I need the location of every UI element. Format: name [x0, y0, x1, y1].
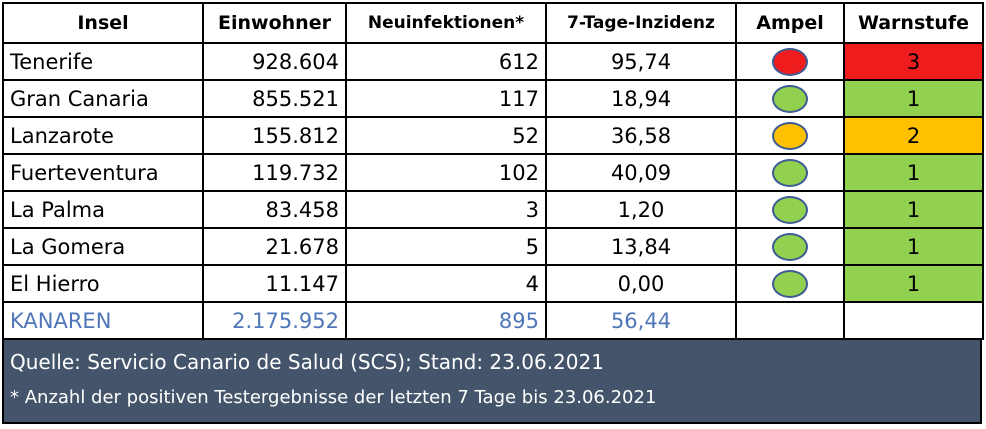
- cell-insel: El Hierro: [2, 264, 204, 303]
- cell-inzidenz: 95,74: [545, 42, 737, 81]
- incidence-table-container: Insel Einwohner Neuinfektionen* 7-Tage-I…: [2, 2, 984, 424]
- total-ampel-empty: [735, 301, 845, 340]
- cell-warnstufe: 1: [843, 190, 984, 229]
- cell-insel: Gran Canaria: [2, 79, 204, 118]
- table-row: La Palma 83.458 3 1,20 1: [2, 190, 984, 229]
- cell-ampel: [735, 153, 845, 192]
- cell-ampel: [735, 264, 845, 303]
- cell-neuinfektionen: 4: [345, 264, 547, 303]
- cell-warnstufe: 3: [843, 42, 984, 81]
- footnote-line: * Anzahl der positiven Testergebnisse de…: [10, 387, 657, 408]
- total-insel: KANAREN: [2, 301, 204, 340]
- source-line: Quelle: Servicio Canario de Salud (SCS);…: [10, 350, 604, 374]
- table-row: Fuerteventura 119.732 102 40,09 1: [2, 153, 984, 192]
- cell-inzidenz: 40,09: [545, 153, 737, 192]
- table-row: La Gomera 21.678 5 13,84 1: [2, 227, 984, 266]
- cell-insel: Tenerife: [2, 42, 204, 81]
- cell-einwohner: 928.604: [202, 42, 347, 81]
- traffic-light-icon: [772, 232, 808, 261]
- incidence-table: Insel Einwohner Neuinfektionen* 7-Tage-I…: [2, 2, 984, 340]
- cell-insel: La Gomera: [2, 227, 204, 266]
- cell-einwohner: 855.521: [202, 79, 347, 118]
- table-body: Tenerife 928.604 612 95,74 3 Gran Canaria 855.…: [2, 42, 984, 303]
- cell-einwohner: 119.732: [202, 153, 347, 192]
- cell-neuinfektionen: 117: [345, 79, 547, 118]
- table-row: Gran Canaria 855.521 117 18,94 1: [2, 79, 984, 118]
- total-row: KANAREN 2.175.952 895 56,44: [2, 301, 984, 340]
- cell-einwohner: 83.458: [202, 190, 347, 229]
- cell-neuinfektionen: 3: [345, 190, 547, 229]
- header-ampel: Ampel: [735, 2, 845, 44]
- total-neuinfektionen: 895: [345, 301, 547, 340]
- header-warnstufe: Warnstufe: [843, 2, 984, 44]
- table-row: Lanzarote 155.812 52 36,58 2: [2, 116, 984, 155]
- cell-inzidenz: 0,00: [545, 264, 737, 303]
- cell-einwohner: 21.678: [202, 227, 347, 266]
- cell-insel: Fuerteventura: [2, 153, 204, 192]
- total-warnstufe-empty: [843, 301, 984, 340]
- cell-warnstufe: 2: [843, 116, 984, 155]
- cell-inzidenz: 1,20: [545, 190, 737, 229]
- header-einwohner: Einwohner: [202, 2, 347, 44]
- cell-inzidenz: 13,84: [545, 227, 737, 266]
- cell-neuinfektionen: 52: [345, 116, 547, 155]
- table-row: El Hierro 11.147 4 0,00 1: [2, 264, 984, 303]
- cell-neuinfektionen: 612: [345, 42, 547, 81]
- cell-warnstufe: 1: [843, 227, 984, 266]
- cell-ampel: [735, 190, 845, 229]
- cell-warnstufe: 1: [843, 79, 984, 118]
- cell-inzidenz: 36,58: [545, 116, 737, 155]
- cell-ampel: [735, 79, 845, 118]
- traffic-light-icon: [772, 195, 808, 224]
- cell-warnstufe: 1: [843, 264, 984, 303]
- traffic-light-icon: [772, 47, 808, 76]
- total-inzidenz: 56,44: [545, 301, 737, 340]
- cell-einwohner: 155.812: [202, 116, 347, 155]
- cell-neuinfektionen: 102: [345, 153, 547, 192]
- cell-ampel: [735, 116, 845, 155]
- table-header-row: Insel Einwohner Neuinfektionen* 7-Tage-I…: [2, 2, 984, 44]
- cell-insel: La Palma: [2, 190, 204, 229]
- cell-ampel: [735, 42, 845, 81]
- traffic-light-icon: [772, 158, 808, 187]
- traffic-light-icon: [772, 84, 808, 113]
- header-inzidenz: 7-Tage-Inzidenz: [545, 2, 737, 44]
- cell-ampel: [735, 227, 845, 266]
- cell-einwohner: 11.147: [202, 264, 347, 303]
- header-neuinfektionen: Neuinfektionen*: [345, 2, 547, 44]
- cell-warnstufe: 1: [843, 153, 984, 192]
- cell-insel: Lanzarote: [2, 116, 204, 155]
- total-einwohner: 2.175.952: [202, 301, 347, 340]
- source-footer: Quelle: Servicio Canario de Salud (SCS);…: [2, 340, 982, 424]
- traffic-light-icon: [772, 269, 808, 298]
- traffic-light-icon: [772, 121, 808, 150]
- table-row: Tenerife 928.604 612 95,74 3: [2, 42, 984, 81]
- cell-inzidenz: 18,94: [545, 79, 737, 118]
- header-insel: Insel: [2, 2, 204, 44]
- cell-neuinfektionen: 5: [345, 227, 547, 266]
